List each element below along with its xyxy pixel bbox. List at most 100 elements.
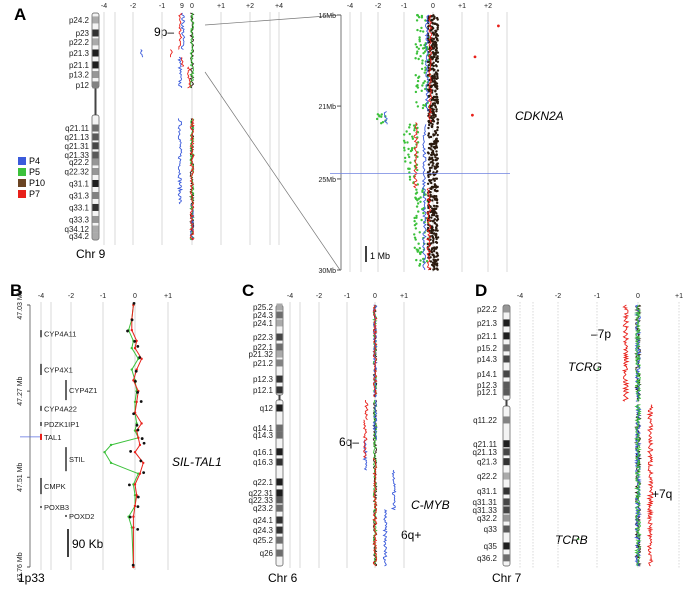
data-point-p5 — [415, 101, 417, 103]
data-point-p5 — [417, 202, 419, 204]
data-point-p5 — [409, 123, 411, 125]
chromosome-band — [277, 386, 283, 393]
data-point-p7 — [139, 444, 141, 446]
gene-bar — [40, 364, 42, 375]
data-point-p10 — [437, 121, 439, 123]
data-point-p10 — [437, 18, 439, 20]
data-point-p5 — [418, 38, 420, 40]
annotation-6q-loss: 6q– — [339, 435, 359, 449]
band-label: p21.3 — [477, 319, 498, 328]
legend-swatch-p4 — [18, 157, 26, 165]
data-point-p10 — [139, 460, 142, 463]
band-label: q33.3 — [69, 215, 90, 224]
data-point-p10 — [142, 471, 145, 474]
data-point-p5 — [409, 176, 411, 178]
data-point-p10 — [436, 39, 438, 41]
y-tick-label: 21Mb — [318, 104, 336, 111]
data-point-p10 — [435, 53, 437, 55]
panel-d-series-p7 — [648, 405, 653, 566]
panel-a-tick-label: -4 — [101, 3, 107, 10]
chromosome-band — [93, 125, 99, 132]
data-point-p5 — [110, 462, 112, 464]
chromosome-band — [277, 489, 283, 496]
data-point-p5 — [403, 133, 405, 135]
data-point-p10 — [432, 51, 434, 53]
data-point-p7 — [131, 329, 133, 331]
gene-name-label: CMPK — [44, 482, 66, 491]
data-point-p10 — [430, 145, 432, 147]
gene-bar — [40, 330, 42, 337]
data-point-p5 — [415, 189, 417, 191]
y-tick-label: 47.76 Mb — [17, 552, 24, 581]
data-point-p10 — [137, 496, 140, 499]
panel-c-tick-label: -2 — [316, 293, 322, 300]
band-label: p12.1 — [253, 386, 274, 395]
panel-d-tick-label: -2 — [555, 293, 561, 300]
data-point-p10 — [431, 157, 433, 159]
data-point-p10 — [433, 178, 435, 180]
data-point-p10 — [435, 233, 437, 235]
chromosome-band — [277, 517, 283, 524]
band-label: p14.1 — [477, 370, 498, 379]
data-point-p5 — [418, 48, 420, 50]
legend-label-p5: P5 — [29, 167, 40, 177]
data-point-p10 — [433, 143, 435, 145]
data-point-p10 — [436, 264, 438, 266]
data-point-p7 — [132, 516, 134, 518]
band-label: q11.22 — [473, 416, 497, 425]
panel-a-zoom-tick-label: -4 — [347, 3, 353, 10]
data-point-p5 — [421, 90, 423, 92]
band-label: p22.2 — [477, 305, 498, 314]
data-point-p5 — [408, 126, 410, 128]
band-label: q31.1 — [69, 179, 90, 188]
data-point-p10 — [135, 370, 138, 373]
data-point-p5 — [413, 233, 415, 235]
scale-bar-label-90kb: 90 Kb — [72, 537, 104, 551]
data-point-p10 — [430, 154, 432, 156]
chromosome-band — [277, 351, 283, 358]
data-point-p10 — [434, 114, 436, 116]
data-point-p5 — [411, 135, 413, 137]
data-point-p5 — [409, 178, 411, 180]
data-point-p10 — [436, 153, 438, 155]
data-point-p10 — [436, 252, 438, 254]
data-point-p5 — [416, 50, 418, 52]
data-point-p5 — [419, 201, 421, 203]
panel-d-series-p7 — [623, 305, 628, 401]
data-point-p10 — [429, 194, 431, 196]
band-label: p21.3 — [69, 49, 90, 58]
data-point-p5 — [413, 129, 415, 131]
data-point-p7 — [135, 401, 137, 403]
outlier-point-p7 — [474, 55, 477, 58]
data-point-p10 — [431, 207, 433, 209]
data-point-p10 — [433, 65, 435, 67]
gene-name-label: CYP4Z1 — [69, 386, 97, 395]
chromosome-band — [93, 192, 99, 199]
data-point-p5 — [415, 227, 417, 229]
data-point-p10 — [432, 133, 434, 135]
data-point-p7 — [134, 347, 136, 349]
data-point-p10 — [434, 183, 436, 185]
data-point-p10 — [430, 167, 432, 169]
legend-swatch-p5 — [18, 168, 26, 176]
data-point-p5 — [422, 107, 424, 109]
band-label: q22.2 — [477, 472, 498, 481]
band-label: q35 — [484, 542, 498, 551]
gene-name-label: POXD2 — [69, 512, 94, 521]
gene-name-label: TAL1 — [44, 433, 61, 442]
data-point-p5 — [415, 223, 417, 225]
data-point-p10 — [435, 98, 437, 100]
data-point-p5 — [403, 149, 405, 151]
data-point-p7 — [139, 472, 141, 474]
chromosome-band — [504, 498, 510, 505]
band-label: q32.2 — [477, 514, 498, 523]
band-label: q12 — [260, 404, 274, 413]
data-point-p10 — [435, 36, 437, 38]
data-point-p10 — [432, 241, 434, 243]
chromosome-band — [504, 515, 510, 522]
data-point-p10 — [129, 516, 132, 519]
panel-a-zoom-series-p4 — [423, 124, 426, 270]
data-point-p10 — [437, 35, 439, 37]
chromosome-band — [277, 432, 283, 439]
gene-bar — [40, 422, 42, 426]
